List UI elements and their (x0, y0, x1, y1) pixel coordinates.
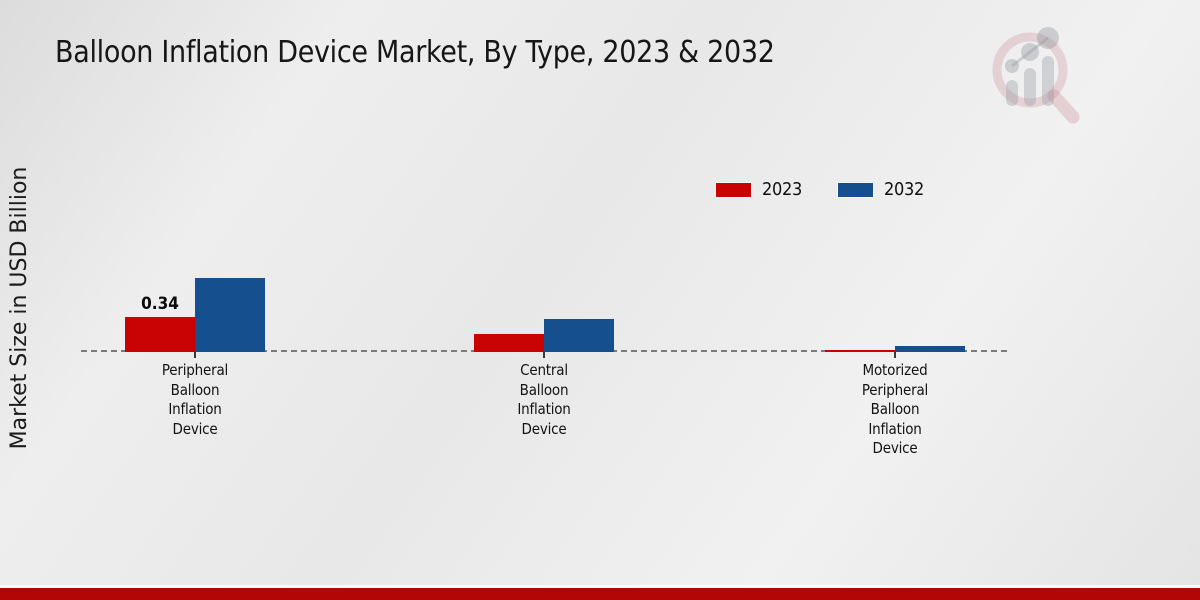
category-label-0: Peripheral Balloon Inflation Device (161, 361, 229, 438)
chart-title: Balloon Inflation Device Market, By Type… (55, 35, 775, 70)
legend-swatch-2032 (838, 182, 874, 197)
legend-swatch-2023 (716, 182, 751, 197)
legend-item-2023: 2023 (716, 179, 802, 200)
bar-2023-category-1 (474, 334, 544, 352)
legend-label-2023: 2023 (762, 179, 803, 200)
x-axis-tick (543, 352, 545, 358)
legend: 2023 2032 (716, 179, 924, 200)
bar-2032-category-1 (544, 319, 614, 352)
x-axis-tick (894, 352, 896, 358)
x-axis-tick (194, 352, 196, 358)
footer-accent-bar (0, 588, 1200, 600)
bar-2023-category-2 (825, 350, 895, 352)
footer-divider (0, 585, 1200, 588)
market-research-magnifier-logo-icon (992, 27, 1080, 124)
bar-value-label: 0.34 (141, 294, 179, 315)
bar-2032-category-2 (895, 346, 965, 352)
legend-item-2032: 2032 (838, 179, 924, 200)
bar-2023-category-0 (125, 317, 195, 352)
bar-2032-category-0 (195, 278, 265, 352)
legend-label-2032: 2032 (884, 179, 925, 200)
category-label-2: Motorized Peripheral Balloon Inflation Devic… (861, 361, 929, 457)
category-label-1: Central Balloon Inflation Device (517, 361, 571, 438)
